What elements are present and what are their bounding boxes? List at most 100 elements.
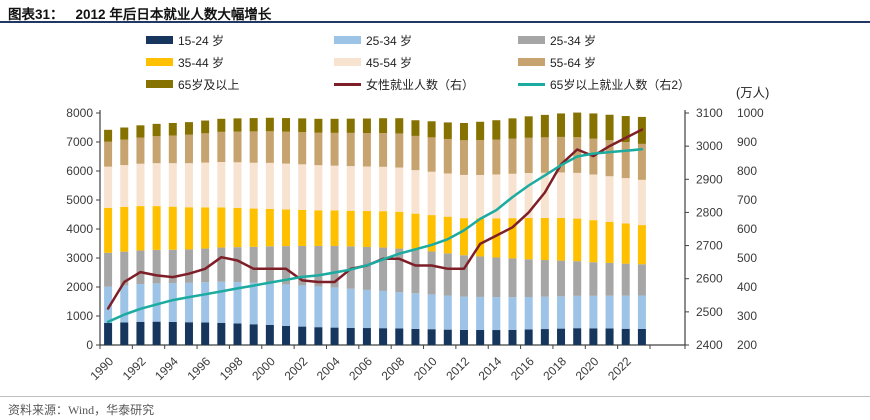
- bar-segment: [201, 207, 210, 249]
- right2-axis-tick-label: 200: [737, 338, 757, 352]
- bar-segment: [298, 326, 307, 345]
- legend-swatch-icon: [146, 58, 173, 66]
- bar-segment: [459, 296, 468, 330]
- figure-title-text: 2012 年后日本就业人数大幅增长: [75, 7, 272, 22]
- bar-segment: [249, 131, 258, 163]
- right-axis-unit-label: (万人): [736, 86, 770, 100]
- bar-segment: [557, 136, 566, 173]
- right-axis-tick-label: 3100: [696, 106, 723, 120]
- bar-segment: [540, 260, 549, 297]
- bar-segment: [621, 178, 630, 224]
- bar-segment: [427, 215, 436, 252]
- axis-tick-label: 5000: [66, 193, 93, 207]
- axis-tick-label: 3000: [66, 251, 93, 265]
- bar-segment: [152, 206, 161, 250]
- bar-segment: [314, 210, 323, 246]
- bar-segment: [573, 112, 582, 138]
- bar-segment: [605, 262, 614, 296]
- bar-segment: [314, 165, 323, 211]
- bar-segment: [346, 166, 355, 211]
- bar-segment: [395, 211, 404, 249]
- right2-axis-tick-label: 800: [737, 164, 757, 178]
- bar-segment: [589, 262, 598, 296]
- y-axis-right2: 200 300 400 500 600 700 800 900 1000: [737, 106, 764, 352]
- bar-segment: [265, 246, 274, 284]
- bar-segment: [395, 118, 404, 134]
- bar-segment: [362, 328, 371, 345]
- right-axis-tick-label: 3000: [696, 139, 723, 153]
- x-tick-label: 2010: [411, 354, 440, 383]
- bar-segment: [298, 132, 307, 165]
- bar-segment: [120, 322, 129, 345]
- bar-segment: [637, 328, 646, 345]
- bar-segment: [249, 246, 258, 283]
- legend-item-senior-line: 65岁以上就业人数（右2）: [518, 76, 778, 93]
- bar-segment: [298, 164, 307, 210]
- bar-segment: [508, 218, 517, 259]
- bar-segment: [557, 328, 566, 345]
- x-axis: 1990 1992 1994 1996 1998 2000 2002 2004 2006 2008…: [87, 344, 686, 383]
- bar-segment: [104, 141, 113, 167]
- bar-segment: [573, 172, 582, 219]
- bar-segment: [136, 137, 145, 164]
- bar-segment: [605, 114, 614, 141]
- bar-segment: [589, 113, 598, 139]
- bar-segment: [233, 131, 242, 163]
- bar-segment: [298, 245, 307, 286]
- bar-segment: [621, 328, 630, 345]
- legend-label: 35-44 岁: [178, 55, 225, 70]
- bar-segment: [508, 297, 517, 330]
- axis-tick-label: 0: [86, 338, 93, 352]
- bar-segment: [330, 327, 339, 345]
- bar-segment: [120, 285, 129, 323]
- bar-segment: [233, 118, 242, 132]
- bar-segment: [621, 223, 630, 264]
- bar-segment: [379, 133, 388, 167]
- bar-segment: [508, 258, 517, 298]
- bar-segment: [540, 296, 549, 330]
- bar-segment: [233, 162, 242, 208]
- bar-segment: [476, 256, 485, 297]
- bar-segment: [557, 113, 566, 137]
- right2-axis-tick-label: 900: [737, 135, 757, 149]
- bar-segment: [443, 295, 452, 330]
- bar-segment: [346, 118, 355, 133]
- bar-segment: [249, 282, 258, 325]
- bar-segment: [589, 328, 598, 345]
- bar-segment: [249, 324, 258, 345]
- legend-item-45-54: 45-54 岁: [334, 54, 518, 71]
- right-axis-tick-label: 2500: [696, 305, 723, 319]
- bar-segment: [443, 253, 452, 296]
- y-axis-left: 0 1000 2000 3000 4000 5000 6000 7000 8000: [66, 106, 101, 352]
- bar-segment: [411, 213, 420, 250]
- bar-segment: [152, 163, 161, 207]
- bar-segment: [168, 321, 177, 345]
- bar-segment: [395, 167, 404, 212]
- x-tick-label: 1996: [184, 354, 213, 383]
- bar-segment: [136, 125, 145, 138]
- bar-segment: [427, 294, 436, 330]
- bar-segment: [362, 246, 371, 290]
- bar-segment: [524, 259, 533, 298]
- bar-segment: [184, 207, 193, 250]
- bar-segment: [330, 210, 339, 246]
- bar-segment: [265, 208, 274, 247]
- bar-segment: [217, 247, 226, 282]
- bar-segment: [476, 140, 485, 175]
- legend-line-swatch-icon: [518, 82, 545, 86]
- axis-tick-label: 2000: [66, 280, 93, 294]
- bar-segment: [201, 162, 210, 208]
- bar-segment: [282, 209, 291, 247]
- senior-employment-line: [106, 148, 644, 324]
- right2-axis-tick-label: 400: [737, 280, 757, 294]
- bar-segment: [362, 166, 371, 212]
- bar-segment: [104, 252, 113, 287]
- bar-segment: [395, 328, 404, 345]
- bar-segment: [524, 137, 533, 174]
- x-tick-label: 1992: [120, 354, 149, 383]
- bar-segment: [104, 286, 113, 323]
- x-tick-label: 2016: [508, 354, 537, 383]
- axis-tick-label: 1000: [66, 309, 93, 323]
- bar-segment: [168, 206, 177, 250]
- bar-segment: [476, 329, 485, 345]
